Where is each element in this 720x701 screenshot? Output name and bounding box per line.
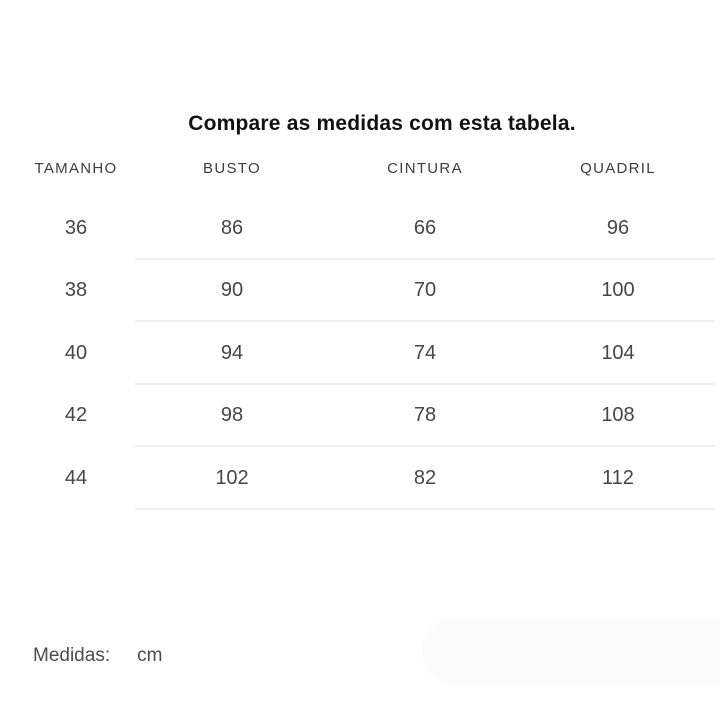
page-title: Compare as medidas com esta tabela. <box>188 112 576 135</box>
cell-tamanho: 42 <box>64 404 88 427</box>
header-cintura: CINTURA <box>387 159 463 177</box>
cell-tamanho: 36 <box>64 216 88 239</box>
cell-quadril: 100 <box>601 279 635 302</box>
table-row: 42 98 78 108 <box>0 385 720 448</box>
measurement-unit-note: Medidas: cm <box>33 645 162 667</box>
cell-cintura: 66 <box>413 216 437 239</box>
cell-quadril: 108 <box>601 404 635 427</box>
cell-tamanho: 40 <box>64 341 88 364</box>
cell-cintura: 70 <box>413 279 437 302</box>
bottom-right-pill <box>422 618 720 684</box>
cell-cintura: 82 <box>413 466 437 489</box>
footer-label: Medidas: <box>33 645 111 666</box>
table-row: 38 90 70 100 <box>0 260 720 323</box>
header-busto: BUSTO <box>203 159 261 177</box>
cell-busto: 98 <box>220 404 244 427</box>
cell-busto: 90 <box>220 279 244 302</box>
table-header-row: TAMANHO BUSTO CINTURA QUADRIL <box>0 150 720 186</box>
table-row: 44 102 82 112 <box>0 447 720 510</box>
cell-tamanho: 44 <box>64 466 88 489</box>
size-table: 36 86 66 96 38 90 70 100 40 94 74 104 42… <box>0 197 720 510</box>
cell-quadril: 112 <box>602 466 634 489</box>
cell-cintura: 74 <box>413 341 437 364</box>
cell-cintura: 78 <box>413 404 437 427</box>
header-quadril: QUADRIL <box>580 159 656 177</box>
cell-busto: 102 <box>215 466 249 489</box>
table-row: 40 94 74 104 <box>0 322 720 385</box>
cell-quadril: 104 <box>601 341 635 364</box>
cell-tamanho: 38 <box>64 279 88 302</box>
cell-busto: 86 <box>220 216 244 239</box>
header-tamanho: TAMANHO <box>34 159 118 177</box>
cell-busto: 94 <box>220 341 244 364</box>
footer-unit: cm <box>137 645 163 666</box>
table-row: 36 86 66 96 <box>0 197 720 260</box>
cell-quadril: 96 <box>606 216 630 239</box>
